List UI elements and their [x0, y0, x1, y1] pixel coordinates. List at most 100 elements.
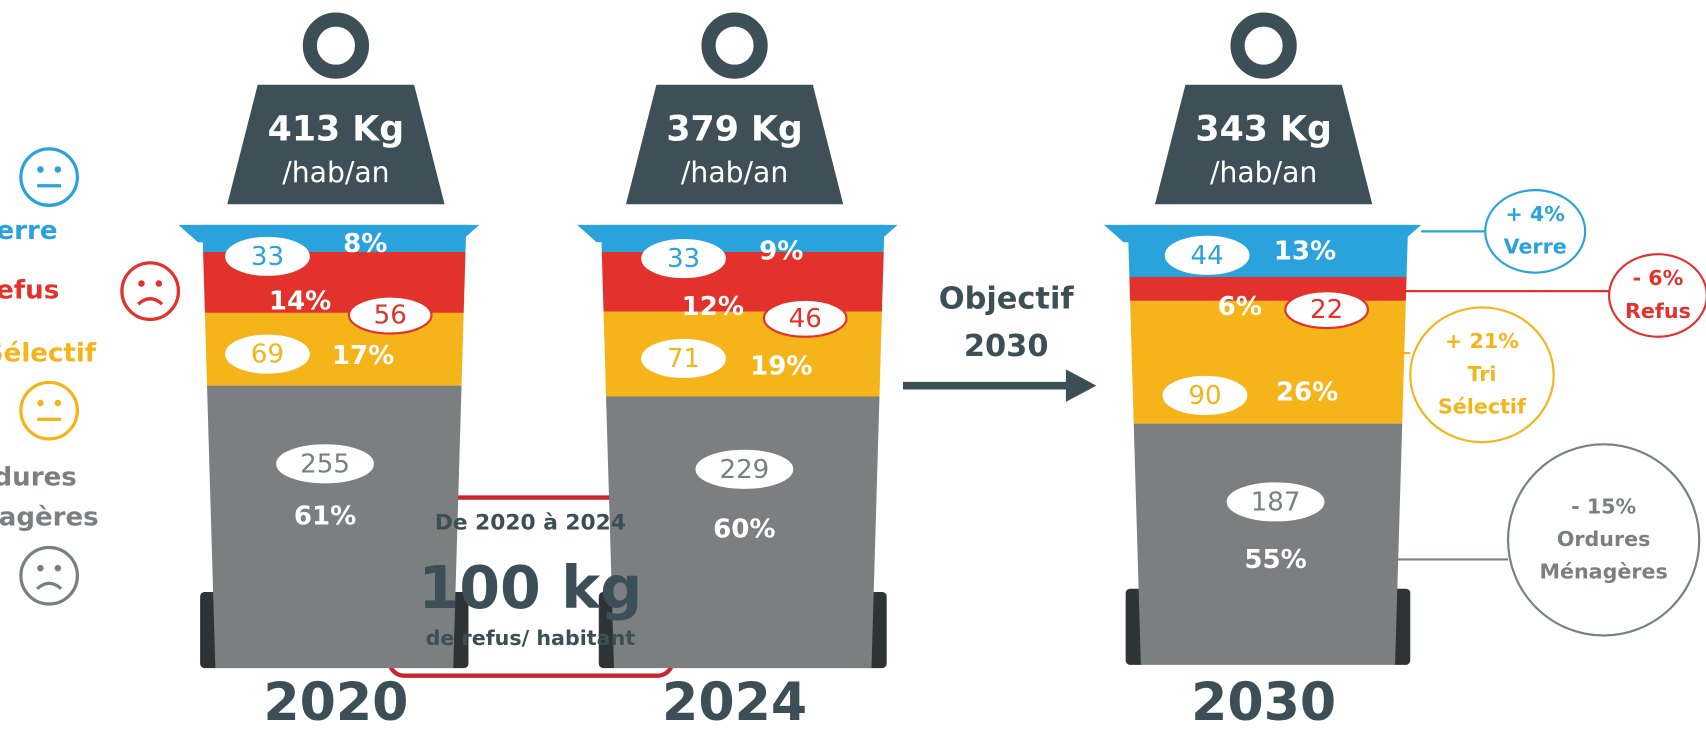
segment-amount: 33 [251, 242, 284, 272]
bin-lid [178, 224, 480, 243]
face-outline [120, 261, 181, 322]
bin-segment [606, 396, 880, 669]
segment-amount: 33 [667, 244, 700, 274]
face-icon [19, 545, 80, 606]
segment-amount: 56 [374, 301, 407, 331]
year: 2020 [263, 673, 408, 730]
legend-label: Ordures [0, 462, 77, 492]
amount-bubble [347, 295, 433, 335]
segment-amount: 22 [1310, 295, 1343, 325]
bin-segment [1133, 423, 1403, 665]
segment-share: 17% [332, 341, 394, 371]
segment-share: 13% [1274, 237, 1336, 267]
amount-bubble [762, 298, 848, 338]
amount-bubble [225, 236, 310, 276]
bin-lid [1103, 224, 1422, 243]
bin-lid [577, 224, 898, 243]
segment-amount: 229 [719, 455, 769, 485]
change-bubble [1506, 443, 1701, 637]
weight-value: 379 Kg [666, 109, 802, 149]
change-label: Sélectif [1438, 394, 1527, 418]
bin-segment [207, 385, 462, 669]
amount-bubble [695, 449, 794, 489]
face-icon [19, 147, 80, 207]
legend-label: Tri Sélectif [0, 339, 97, 369]
segment-share: 60% [713, 515, 775, 545]
change-label: Tri [1467, 362, 1496, 386]
callout-detail: de refus/ habitant [426, 626, 636, 650]
eye [37, 166, 44, 173]
weight-unit: /hab/an [681, 156, 788, 189]
amount-bubble [1164, 235, 1250, 275]
change-delta: + 21% [1445, 329, 1519, 353]
arrow [902, 369, 1097, 402]
year: 2024 [662, 673, 807, 730]
weight-value: 413 Kg [268, 109, 404, 149]
eye [155, 280, 163, 287]
arrow-label: 2030 [964, 329, 1049, 364]
segment-amount: 255 [300, 449, 350, 479]
face-outline [19, 147, 80, 207]
amount-bubble [1226, 482, 1325, 522]
amount-bubble [1162, 375, 1248, 415]
change-delta: - 6% [1633, 266, 1684, 290]
face-icon [19, 380, 80, 441]
segment-share: 6% [1218, 292, 1262, 322]
change-label: Refus [1625, 299, 1691, 323]
change-bubble [1484, 189, 1587, 274]
segment-share: 12% [682, 292, 744, 322]
weight [1154, 84, 1373, 205]
callout-amount: 100 kg [418, 554, 642, 622]
eye [138, 280, 145, 287]
segment-share: 19% [750, 352, 812, 382]
segment-amount: 187 [1251, 487, 1301, 517]
segment-share: 14% [269, 286, 331, 316]
face-outline [19, 545, 80, 606]
weight-ring [701, 12, 768, 79]
amount-bubble [641, 238, 726, 279]
amount-bubble [276, 444, 374, 484]
legend-label: Verre [0, 216, 58, 246]
mouth [137, 297, 164, 306]
segment-amount: 44 [1191, 241, 1224, 271]
segment-amount: 71 [667, 344, 700, 374]
amount-bubble [1284, 290, 1369, 330]
segment-amount: 46 [789, 304, 822, 334]
legend-label: Ménagères [0, 503, 99, 533]
eye [54, 564, 62, 572]
segment-share: 8% [343, 229, 387, 259]
weight-unit: /hab/an [1210, 156, 1317, 189]
weight-ring [1230, 12, 1297, 79]
callout-period: De 2020 à 2024 [435, 511, 626, 536]
segment-amount: 69 [251, 340, 284, 370]
change-label: Ordures [1557, 527, 1651, 551]
change-label: Ménagères [1539, 559, 1667, 583]
face-outline [19, 380, 80, 441]
eye [37, 399, 44, 407]
mouth [36, 581, 63, 591]
weight-ring [302, 12, 370, 79]
segment-amount: 90 [1188, 381, 1221, 411]
bin-segment [1129, 277, 1407, 301]
segment-share: 55% [1244, 545, 1306, 575]
change-label: Verre [1504, 235, 1567, 259]
weight-unit: /hab/an [282, 156, 389, 189]
arrow-label: Objectif [939, 281, 1075, 316]
amount-bubble [225, 334, 310, 374]
weight [625, 84, 844, 205]
segment-share: 9% [759, 237, 803, 267]
change-delta: + 4% [1505, 202, 1565, 226]
eye [37, 564, 44, 572]
weight [227, 84, 445, 205]
weight-value: 343 Kg [1195, 109, 1331, 149]
change-bubble [1409, 306, 1555, 444]
eye [54, 399, 62, 407]
segment-share: 26% [1276, 378, 1338, 408]
face-icon [120, 261, 181, 322]
year: 2030 [1191, 673, 1336, 730]
change-delta: - 15% [1571, 494, 1636, 518]
change-bubble [1607, 253, 1706, 338]
segment-share: 61% [294, 502, 356, 532]
legend-label: Refus [0, 276, 59, 306]
